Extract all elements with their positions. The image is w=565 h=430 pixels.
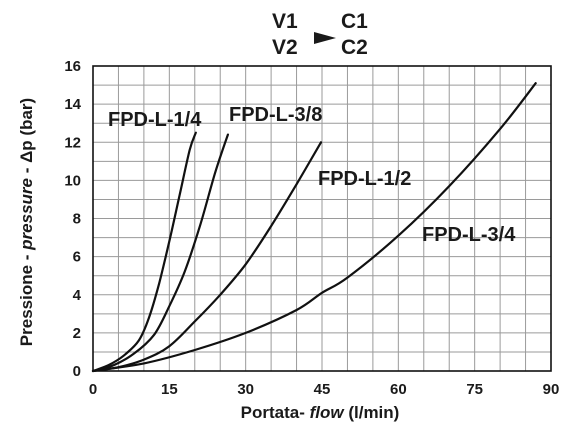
triangle-arrow-right-icon bbox=[314, 32, 336, 44]
series-label-3: FPD-L-1/2 bbox=[318, 168, 411, 190]
x-tick-label: 75 bbox=[466, 381, 483, 398]
x-tick-label: 60 bbox=[390, 381, 407, 398]
series-line-3 bbox=[91, 141, 323, 373]
series-line-2 bbox=[91, 133, 229, 373]
y-axis-title-part-2: pressure bbox=[17, 178, 36, 251]
tick-labels: 0 15 30 45 60 75 90 0 2 4 6 8 10 12 14 16 bbox=[64, 58, 559, 398]
series-line-4 bbox=[91, 82, 537, 373]
y-tick-label: 6 bbox=[73, 249, 81, 266]
y-tick-label: 4 bbox=[73, 287, 82, 304]
x-axis-title-part-2: flow bbox=[305, 403, 345, 422]
series-line-1 bbox=[91, 131, 197, 373]
grid bbox=[93, 66, 551, 371]
header-to-top: C1 bbox=[341, 10, 368, 33]
x-axis-title: Portata- flow (l/min) bbox=[241, 403, 400, 422]
x-tick-label: 45 bbox=[314, 381, 331, 398]
series-label-1: FPD-L-1/4 bbox=[108, 109, 202, 131]
series-label-2: FPD-L-3/8 bbox=[229, 104, 322, 126]
y-tick-label: 0 bbox=[73, 363, 81, 380]
y-tick-label: 10 bbox=[64, 172, 81, 189]
y-tick-label: 16 bbox=[64, 58, 81, 75]
plot-area-border bbox=[92, 65, 552, 372]
y-tick-label: 8 bbox=[73, 211, 81, 228]
x-tick-label: 30 bbox=[237, 381, 254, 398]
header-from-bottom: V2 bbox=[272, 36, 298, 59]
series-lines bbox=[91, 82, 537, 373]
x-tick-label: 90 bbox=[543, 381, 560, 398]
x-tick-label: 15 bbox=[161, 381, 178, 398]
y-axis-title: Pressione - pressure - Δp (bar) bbox=[17, 98, 36, 346]
series-labels: FPD-L-1/4 FPD-L-3/8 FPD-L-1/2 FPD-L-3/4 bbox=[108, 104, 516, 246]
x-axis-title-part-1: Portata- bbox=[241, 403, 305, 422]
x-axis-title-part-3: (l/min) bbox=[344, 403, 400, 422]
header-from-top: V1 bbox=[272, 10, 298, 33]
flow-direction-header: V1 V2 C1 C2 bbox=[272, 10, 368, 59]
y-tick-label: 12 bbox=[64, 134, 81, 151]
x-tick-label: 0 bbox=[89, 381, 97, 398]
series-label-4: FPD-L-3/4 bbox=[422, 224, 516, 246]
y-tick-label: 2 bbox=[73, 325, 81, 342]
y-tick-label: 14 bbox=[64, 96, 81, 113]
header-to-bottom: C2 bbox=[341, 36, 368, 59]
y-axis-title-part-1: Pressione - bbox=[17, 250, 36, 346]
y-axis-title-part-3: - Δp (bar) bbox=[17, 98, 36, 178]
